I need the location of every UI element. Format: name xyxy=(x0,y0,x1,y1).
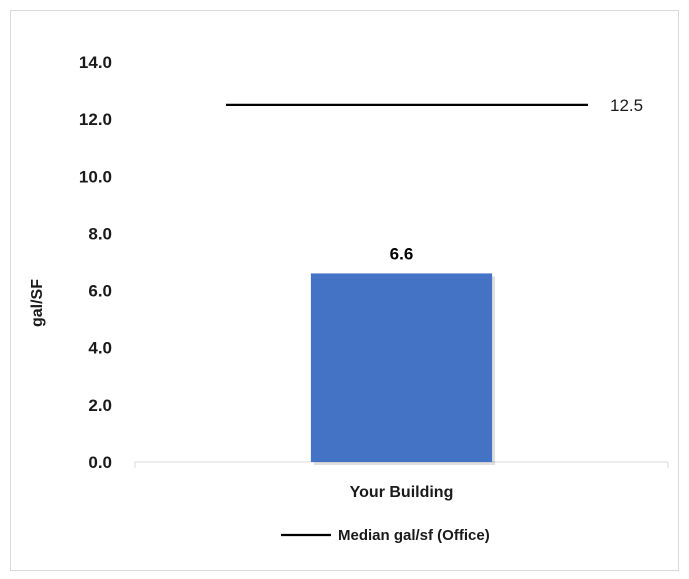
legend: Median gal/sf (Office) xyxy=(281,527,490,544)
y-tick-label: 10.0 xyxy=(79,167,112,186)
y-tick-label: 2.0 xyxy=(88,396,112,415)
reference-line-label: 12.5 xyxy=(610,96,643,115)
y-tick-label: 6.0 xyxy=(88,282,112,301)
bars: 6.6 xyxy=(310,244,496,465)
y-tick-label: 0.0 xyxy=(88,453,112,472)
bar-data-label: 6.6 xyxy=(390,244,414,263)
reference-line-group: 12.5 xyxy=(226,96,643,115)
y-tick-label: 12.0 xyxy=(79,110,112,129)
y-tick-label: 8.0 xyxy=(88,224,112,243)
legend-entry-label: Median gal/sf (Office) xyxy=(338,527,490,544)
x-tick-label: Your Building xyxy=(350,484,454,501)
y-axis-label: gal/SF xyxy=(29,279,46,327)
y-tick-label: 14.0 xyxy=(79,53,112,72)
y-axis: 0.0 2.0 4.0 6.0 8.0 10.0 12.0 14.0 xyxy=(79,53,112,472)
y-tick-label: 4.0 xyxy=(88,339,112,358)
bar xyxy=(310,273,493,462)
